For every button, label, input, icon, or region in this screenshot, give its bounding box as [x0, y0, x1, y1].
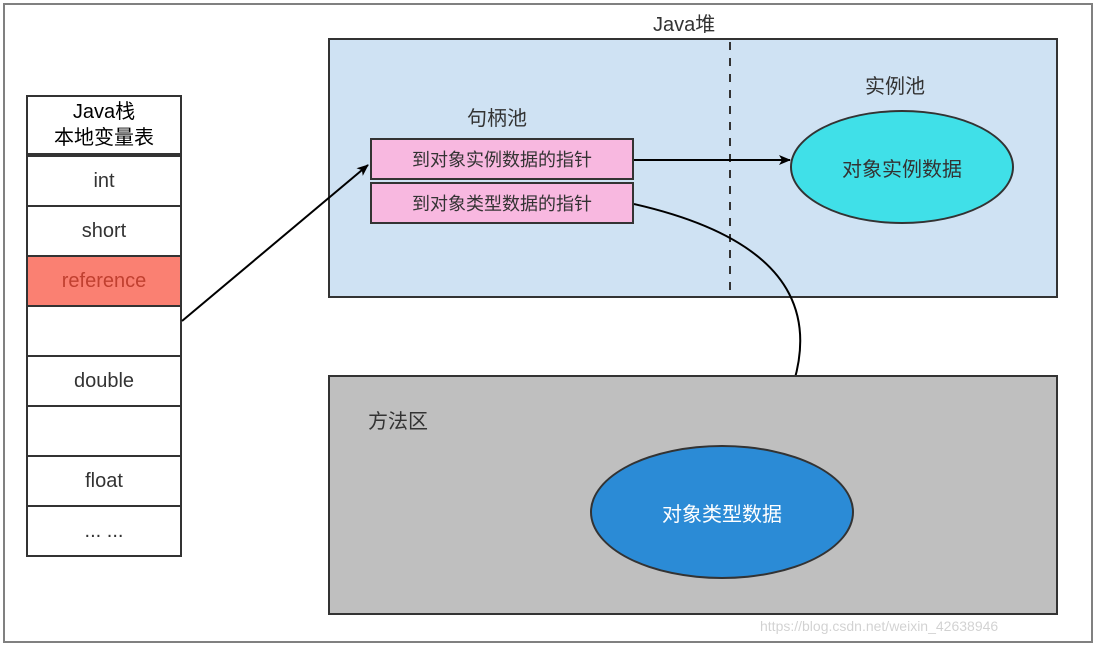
stack-row-7: ... ... [26, 505, 182, 557]
type-data-ellipse: 对象类型数据 [590, 445, 854, 579]
stack-cell-text: float [85, 470, 123, 493]
stack-cell-text: ... ... [85, 520, 124, 543]
type-data-text: 对象类型数据 [662, 498, 782, 527]
handle-pool-row-1: 到对象类型数据的指针 [370, 182, 634, 224]
stack-row-0: int [26, 155, 182, 207]
instance-data-ellipse: 对象实例数据 [790, 110, 1014, 224]
stack-row-3 [26, 305, 182, 357]
stack-row-4: double [26, 355, 182, 407]
stack-row-6: float [26, 455, 182, 507]
stack-row-5 [26, 405, 182, 457]
stack-cell-text: double [74, 370, 134, 393]
stack-cell-text: int [93, 170, 114, 193]
heap-title: Java堆 [653, 8, 715, 37]
instance-data-text: 对象实例数据 [842, 153, 962, 182]
stack-title-line1: Java栈 [73, 101, 135, 123]
stack-cell-text: short [82, 220, 126, 243]
method-area-title: 方法区 [368, 405, 428, 434]
handle-pool-label: 句柄池 [467, 102, 527, 131]
handle-pool-text: 到对象实例数据的指针 [412, 146, 592, 172]
stack-row-1: short [26, 205, 182, 257]
stack-row-2: reference [26, 255, 182, 307]
stack-header: Java栈 本地变量表 [26, 95, 182, 155]
watermark: https://blog.csdn.net/weixin_42638946 [760, 618, 998, 634]
handle-pool-text: 到对象类型数据的指针 [412, 190, 592, 216]
stack-cell-text: reference [62, 270, 147, 293]
stack-title-line2: 本地变量表 [54, 127, 154, 149]
handle-pool-row-0: 到对象实例数据的指针 [370, 138, 634, 180]
instance-pool-label: 实例池 [865, 70, 925, 99]
